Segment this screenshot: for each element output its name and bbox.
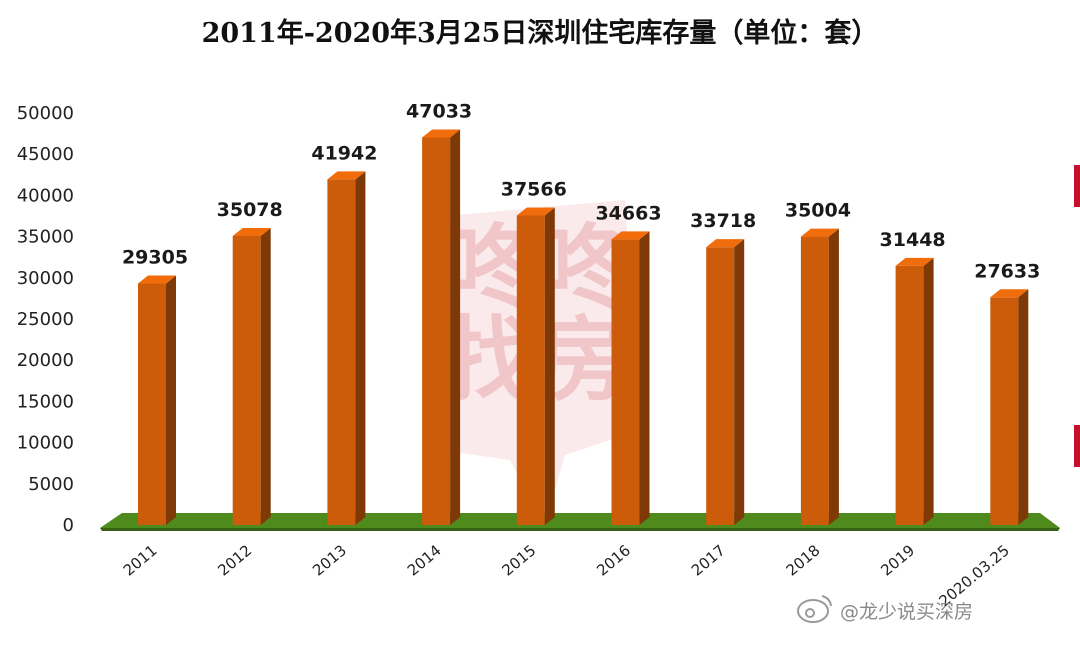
bar-front	[990, 297, 1019, 525]
bar-top	[800, 228, 839, 237]
x-tick-label: 2014	[404, 541, 445, 579]
bar-front	[611, 239, 640, 525]
bar-side	[828, 228, 839, 525]
bar-front	[232, 235, 261, 525]
data-label: 31448	[880, 229, 946, 251]
bar-top	[990, 289, 1029, 298]
bar-side	[639, 231, 650, 525]
bar-top	[138, 275, 176, 284]
bar-front	[516, 215, 545, 525]
x-tick-label: 2019	[877, 541, 918, 579]
bar-front	[706, 247, 735, 525]
bar-side	[1018, 289, 1029, 525]
y-tick-label: 40000	[17, 185, 74, 206]
x-tick-label: 2017	[688, 541, 729, 579]
y-tick-label: 15000	[17, 391, 74, 412]
bar	[800, 228, 839, 525]
credit-watermark: @龙少说买深房	[797, 595, 973, 623]
right-edge-marks	[1074, 165, 1080, 467]
bar-top	[706, 239, 745, 248]
data-label: 37566	[501, 178, 567, 200]
credit-text: @龙少说买深房	[840, 601, 973, 623]
data-label: 41942	[311, 142, 377, 164]
bar	[422, 129, 461, 526]
data-label: 35004	[785, 200, 851, 222]
bar	[706, 239, 745, 525]
x-tick-label: 2020.03.25	[936, 541, 1013, 610]
x-tick-label: 2012	[214, 541, 255, 579]
y-tick-label: 50000	[17, 103, 74, 124]
data-label: 33718	[690, 210, 756, 232]
y-tick-label: 45000	[17, 144, 74, 165]
bar-front	[422, 137, 451, 526]
x-tick-label: 2011	[120, 541, 161, 579]
bar-side	[450, 129, 461, 526]
bar	[232, 227, 271, 525]
bar-side	[734, 239, 745, 525]
weibo-icon	[797, 595, 832, 623]
bar-top	[895, 257, 934, 266]
floor-edge	[100, 528, 1060, 531]
bar-side	[166, 275, 176, 525]
bars	[138, 129, 1029, 526]
bar-front	[895, 265, 924, 525]
y-tick-label: 5000	[28, 474, 74, 495]
y-tick-label: 30000	[17, 268, 74, 289]
x-tick-label: 2015	[499, 541, 540, 579]
y-axis: 0 5000 10000 15000 20000 25000 30000 35000 40000…	[17, 103, 74, 536]
y-tick-label: 10000	[17, 433, 74, 454]
bar-top	[232, 227, 271, 236]
bar-front	[138, 283, 166, 525]
data-label: 27633	[974, 260, 1040, 282]
data-labels: 29305 35078 41942 47033 37566 34663 33718 35004…	[122, 100, 1040, 282]
bar	[611, 231, 650, 525]
bar	[138, 275, 176, 525]
data-label: 29305	[122, 247, 188, 269]
bar-side	[355, 171, 366, 525]
bar-front	[800, 236, 829, 525]
data-label: 35078	[217, 199, 283, 221]
bar	[516, 207, 555, 525]
x-tick-label: 2016	[593, 541, 634, 579]
y-tick-label: 35000	[17, 227, 74, 248]
x-tick-label: 2018	[783, 541, 824, 579]
data-label: 47033	[406, 100, 472, 122]
chart-title: 2011年-2020年3月25日深圳住宅库存量（单位：套）	[202, 17, 879, 49]
y-tick-label: 25000	[17, 309, 74, 330]
bar-side	[260, 227, 271, 525]
bar-top	[327, 171, 366, 180]
y-tick-label: 0	[63, 515, 74, 536]
x-axis: 2011 2012 2013 2014 2015 2016 2017 2018 2019 2020…	[120, 541, 1013, 610]
bar-top	[611, 231, 650, 240]
bar	[895, 257, 934, 525]
y-tick-label: 20000	[17, 350, 74, 371]
bar-top	[422, 129, 461, 138]
bar-front	[327, 179, 356, 525]
x-tick-label: 2013	[309, 541, 350, 579]
bar-top	[516, 207, 555, 216]
bar	[990, 289, 1029, 525]
bar-side	[544, 207, 555, 525]
bar	[327, 171, 366, 525]
data-label: 34663	[595, 202, 661, 224]
bar-side	[923, 257, 934, 525]
